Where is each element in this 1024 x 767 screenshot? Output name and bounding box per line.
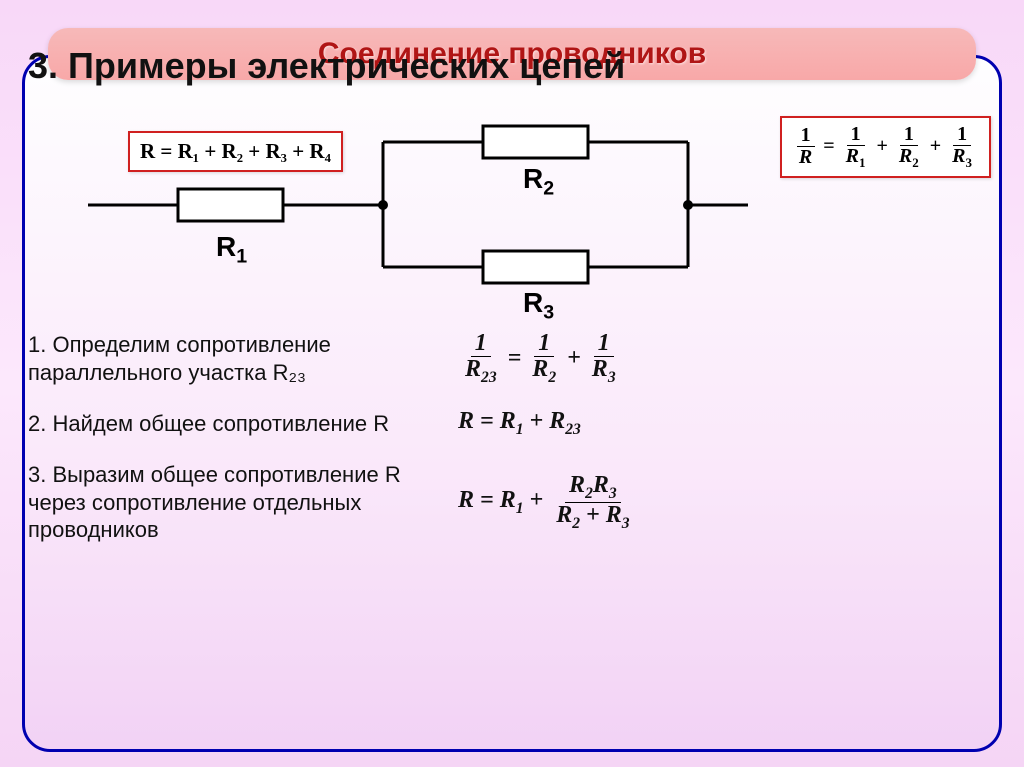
circuit-diagram: [28, 101, 768, 321]
step-row: 2. Найдем общее сопротивление RR = R1 + …: [28, 408, 996, 439]
resistor-label: R3: [523, 287, 554, 325]
steps-list: 1. Определим сопротивление параллельного…: [28, 331, 996, 544]
step-text: 3. Выразим общее сопротивление R через с…: [28, 461, 428, 544]
resistor-label: R2: [523, 163, 554, 201]
step-text: 2. Найдем общее сопротивление R: [28, 410, 428, 438]
step-math: 1R23=1R2+1R3: [428, 331, 996, 386]
resistor-label: R1: [216, 231, 247, 269]
step-math: R = R1 +R2R3R2 + R3: [428, 473, 996, 532]
step-row: 1. Определим сопротивление параллельного…: [28, 331, 996, 386]
content-area: 3. Примеры электрических цепей R = R₁ + …: [28, 45, 996, 747]
step-math: R = R1 + R23: [428, 408, 996, 439]
circuit-row: R = R₁ + R₂ + R₃ + R₄ 1R=1R1+1R2+1R3 R1R…: [28, 101, 996, 321]
parallel-formula: 1R=1R1+1R2+1R3: [792, 124, 979, 170]
section-heading: 3. Примеры электрических цепей: [28, 45, 996, 87]
step-row: 3. Выразим общее сопротивление R через с…: [28, 461, 996, 544]
step-text: 1. Определим сопротивление параллельного…: [28, 331, 428, 386]
parallel-formula-box: 1R=1R1+1R2+1R3: [780, 116, 991, 178]
